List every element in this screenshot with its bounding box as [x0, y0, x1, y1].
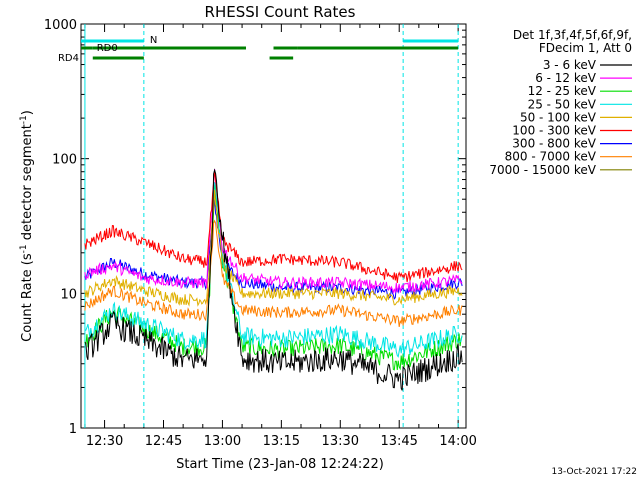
- legend-label: 800 - 7000 keV: [505, 150, 597, 164]
- y-axis: 1 10 100 1000: [44, 18, 466, 437]
- legend-label: 300 - 800 keV: [512, 137, 596, 151]
- y-tick-label: 100: [52, 153, 77, 168]
- x-tick-label: 12:45: [145, 434, 182, 449]
- legend-label: 3 - 6 keV: [543, 58, 597, 72]
- chart-title: RHESSI Count Rates: [205, 3, 356, 21]
- x-tick-label: 13:30: [322, 434, 359, 449]
- x-axis-label: Start Time (23-Jan-08 12:24:22): [176, 457, 384, 472]
- legend: Det 1f,3f,4f,5f,6f,9f, FDecim 1, Att 0 3…: [489, 28, 632, 177]
- legend-header-line-2: FDecim 1, Att 0: [539, 41, 632, 55]
- series-line-2: [84, 182, 463, 371]
- footer-timestamp: 13-Oct-2021 17:22: [552, 467, 637, 477]
- x-tick-label: 12:30: [86, 434, 123, 449]
- series-line-7: [84, 219, 463, 327]
- series-line-0: [84, 168, 463, 391]
- legend-label: 100 - 300 keV: [512, 124, 596, 138]
- y-tick-label: 1: [69, 422, 77, 437]
- x-tick-label: 13:45: [380, 434, 417, 449]
- x-axis: 12:30 12:45 13:00 13:15 13:30 13:45 14:00: [84, 24, 477, 449]
- legend-label: 6 - 12 keV: [535, 71, 597, 85]
- legend-label: 25 - 50 keV: [528, 97, 597, 111]
- series-line-4: [84, 189, 463, 307]
- plot-frame: [80, 23, 467, 429]
- y-tick-label: 10: [60, 287, 77, 302]
- marker-label-rd4: RD4: [58, 53, 79, 64]
- legend-header-line-1: Det 1f,3f,4f,5f,6f,9f,: [513, 28, 632, 42]
- x-tick-label: 13:00: [204, 434, 241, 449]
- y-tick-label: 1000: [44, 18, 77, 33]
- x-tick-label: 14:00: [439, 434, 476, 449]
- series-group: [84, 168, 463, 391]
- series-line-3: [84, 182, 463, 358]
- legend-label: 12 - 25 keV: [528, 84, 597, 98]
- y-axis-label: Count Rate (s-1 detector segment-1): [19, 110, 35, 342]
- legend-label: 7000 - 15000 keV: [489, 163, 596, 177]
- legend-label: 50 - 100 keV: [520, 110, 597, 124]
- x-tick-label: 13:15: [263, 434, 300, 449]
- marker-label-rd0: RD0: [97, 43, 118, 54]
- series-line-5: [84, 170, 463, 283]
- series-line-1: [84, 168, 463, 295]
- marker-label-n: N: [150, 35, 157, 46]
